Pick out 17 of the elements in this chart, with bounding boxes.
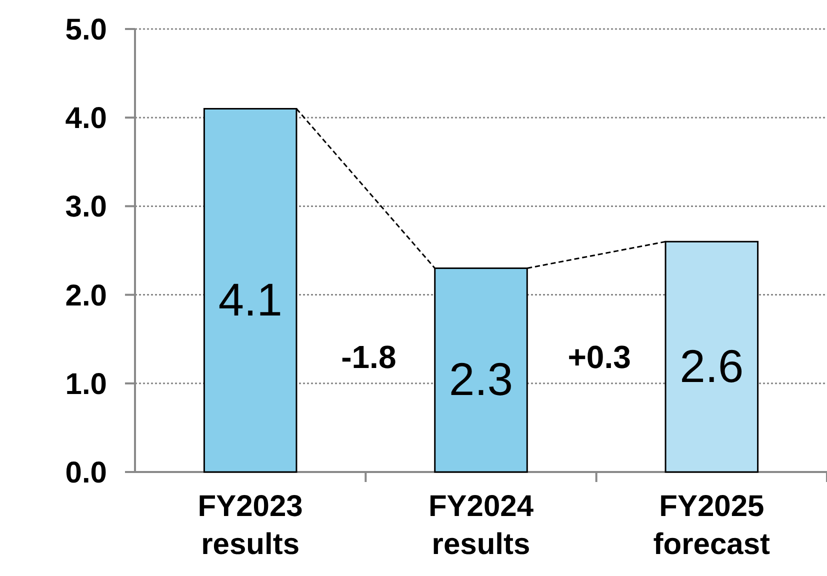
annotation: -1.8	[341, 339, 396, 375]
data-label: 2.3	[449, 353, 513, 406]
data-label: 4.1	[218, 273, 282, 326]
y-tick-label: 5.0	[65, 14, 107, 46]
bar	[434, 267, 528, 473]
data-label: 2.6	[680, 340, 744, 392]
x-tick-label: FY2024 results	[428, 490, 534, 561]
bar	[664, 240, 759, 473]
y-tick-label: 4.0	[65, 102, 107, 136]
annotation: +0.3	[568, 339, 631, 375]
y-tick-label: 3.0	[65, 190, 107, 224]
y-tick-label: 0.0	[65, 456, 107, 490]
x-tick-label: FY2025 forecast	[653, 490, 770, 561]
bar	[203, 108, 298, 473]
x-tick-label: FY2023 results	[198, 490, 303, 561]
y-tick-label: 2.0	[65, 279, 107, 312]
y-tick-label: 1.0	[65, 368, 107, 401]
